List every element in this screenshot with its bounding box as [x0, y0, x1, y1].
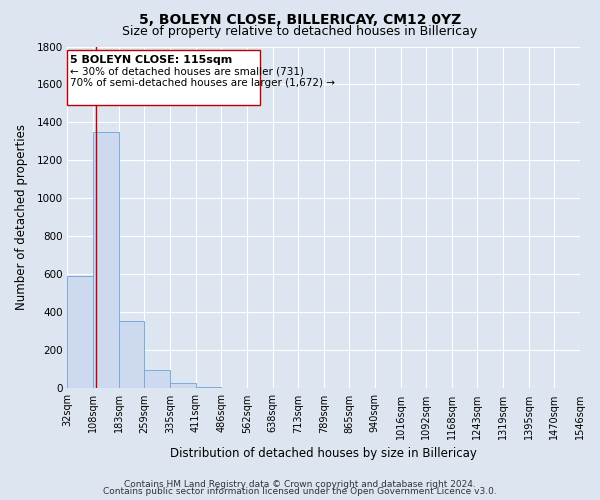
Text: ← 30% of detached houses are smaller (731): ← 30% of detached houses are smaller (73… — [70, 66, 304, 76]
Text: 70% of semi-detached houses are larger (1,672) →: 70% of semi-detached houses are larger (… — [70, 78, 335, 88]
Text: 5, BOLEYN CLOSE, BILLERICAY, CM12 0YZ: 5, BOLEYN CLOSE, BILLERICAY, CM12 0YZ — [139, 12, 461, 26]
Bar — [170, 382, 196, 388]
X-axis label: Distribution of detached houses by size in Billericay: Distribution of detached houses by size … — [170, 447, 477, 460]
Bar — [119, 321, 144, 388]
Text: Size of property relative to detached houses in Billericay: Size of property relative to detached ho… — [122, 25, 478, 38]
Bar — [67, 276, 93, 388]
Bar — [196, 386, 221, 388]
FancyBboxPatch shape — [67, 50, 260, 106]
Bar — [93, 132, 119, 388]
Bar — [196, 386, 221, 388]
Bar — [170, 382, 196, 388]
Text: 5 BOLEYN CLOSE: 115sqm: 5 BOLEYN CLOSE: 115sqm — [70, 55, 232, 65]
Bar — [144, 370, 170, 388]
Bar — [67, 276, 93, 388]
Bar — [119, 321, 144, 388]
Text: Contains public sector information licensed under the Open Government Licence v3: Contains public sector information licen… — [103, 487, 497, 496]
Text: Contains HM Land Registry data © Crown copyright and database right 2024.: Contains HM Land Registry data © Crown c… — [124, 480, 476, 489]
Y-axis label: Number of detached properties: Number of detached properties — [15, 124, 28, 310]
Bar — [93, 132, 119, 388]
Bar — [144, 370, 170, 388]
